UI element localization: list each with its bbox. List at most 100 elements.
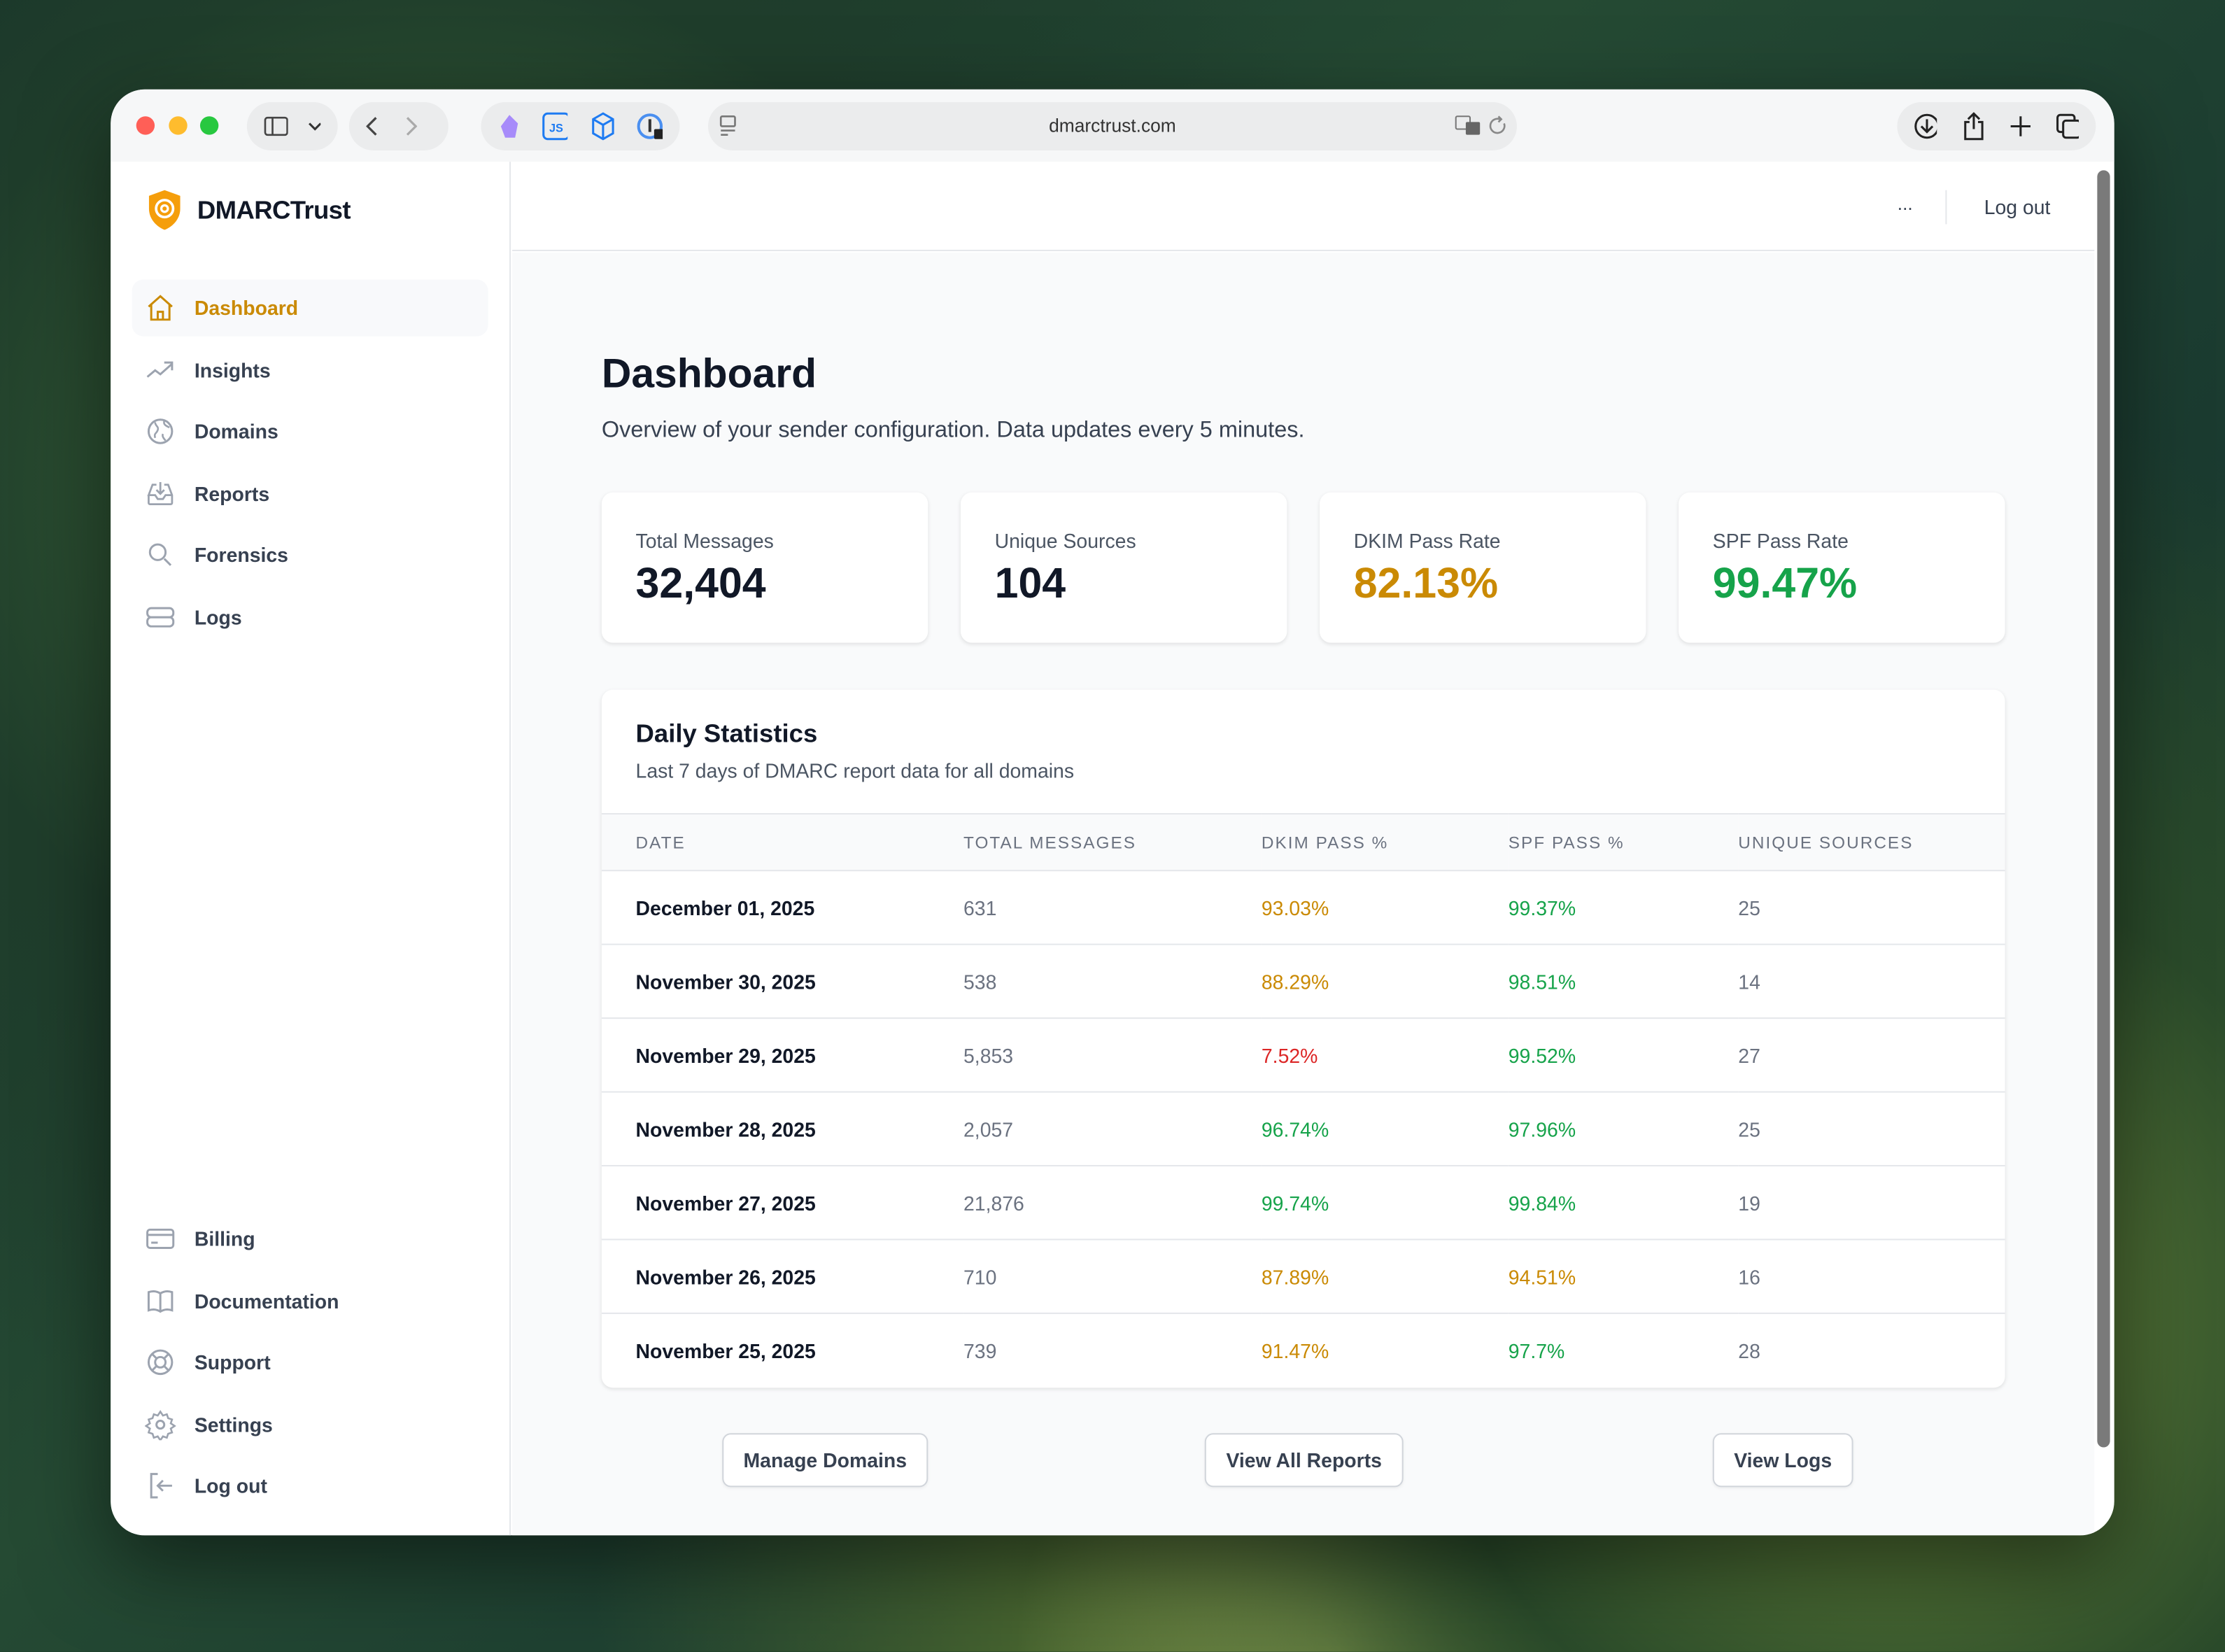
credit-card-icon bbox=[146, 1228, 175, 1249]
tab-overview-icon[interactable] bbox=[2056, 113, 2079, 139]
server-icon bbox=[146, 606, 175, 627]
daily-statistics-card: Daily Statistics Last 7 days of DMARC re… bbox=[601, 689, 2005, 1388]
sidebar-item-reports[interactable]: Reports bbox=[132, 465, 488, 521]
stat-value: 82.13% bbox=[1353, 560, 1499, 607]
gear-icon bbox=[144, 1409, 176, 1440]
column-header: TOTAL MESSAGES bbox=[963, 813, 1262, 872]
sidebar-item-forensics[interactable]: Forensics bbox=[132, 526, 488, 583]
home-icon bbox=[148, 295, 173, 321]
cube-extension-icon[interactable] bbox=[591, 112, 614, 141]
stat-card: Total Messages 32,404 bbox=[601, 492, 928, 643]
logout-icon bbox=[150, 1473, 172, 1499]
spf-pass-cell: 99.84% bbox=[1508, 1166, 1739, 1241]
date-cell: November 28, 2025 bbox=[601, 1092, 964, 1167]
table-row: November 26, 2025 710 87.89% 94.51% 16 bbox=[601, 1239, 2005, 1314]
sidebar-item-settings[interactable]: Settings bbox=[132, 1396, 488, 1453]
sidebar-item-label: Settings bbox=[194, 1412, 273, 1436]
top-header: ... Log out bbox=[512, 162, 2095, 251]
obsidian-extension-icon[interactable] bbox=[498, 113, 519, 139]
page-menu-icon[interactable] bbox=[719, 115, 736, 137]
sidebar-item-billing[interactable]: Billing bbox=[132, 1210, 488, 1267]
stat-label: Unique Sources bbox=[994, 529, 1136, 552]
date-cell: November 27, 2025 bbox=[601, 1166, 964, 1241]
header-logout-button[interactable]: Log out bbox=[1984, 195, 2051, 219]
unique-sources-cell: 14 bbox=[1738, 944, 2005, 1019]
sidebar-item-label: Forensics bbox=[194, 543, 288, 567]
sidebar-item-insights[interactable]: Insights bbox=[132, 341, 488, 398]
table-row: November 25, 2025 739 91.47% 97.7% 28 bbox=[602, 1313, 2005, 1387]
unique-sources-cell: 27 bbox=[1738, 1018, 2005, 1093]
sidebar-item-label: Dashboard bbox=[194, 296, 299, 320]
stat-label: Total Messages bbox=[635, 529, 774, 552]
column-header: UNIQUE SOURCES bbox=[1738, 813, 2005, 872]
stat-value: 99.47% bbox=[1712, 560, 1858, 607]
table-row: November 30, 2025 538 88.29% 98.51% 14 bbox=[601, 944, 2005, 1019]
more-menu-button[interactable]: ... bbox=[1897, 192, 1913, 215]
dkim-pass-cell: 93.03% bbox=[1261, 870, 1509, 945]
spf-pass-cell: 99.52% bbox=[1508, 1018, 1739, 1093]
stat-card: DKIM Pass Rate 82.13% bbox=[1320, 492, 1646, 643]
book-icon bbox=[147, 1289, 174, 1313]
browser-toolbar: JS dmarctrust.com bbox=[111, 89, 2114, 162]
column-header: SPF PASS % bbox=[1508, 813, 1739, 872]
password-extension-icon[interactable] bbox=[636, 112, 663, 141]
minimize-window-button[interactable] bbox=[169, 116, 188, 135]
stat-label: SPF Pass Rate bbox=[1712, 529, 1849, 552]
daily-statistics-title: Daily Statistics bbox=[635, 719, 818, 748]
view-all-reports-button[interactable]: View All Reports bbox=[1204, 1433, 1404, 1488]
date-cell: November 25, 2025 bbox=[635, 1339, 816, 1362]
sidebar-item-documentation[interactable]: Documentation bbox=[132, 1272, 488, 1329]
javascript-extension-icon[interactable]: JS bbox=[542, 112, 568, 141]
stat-value: 32,404 bbox=[635, 560, 766, 607]
total-messages-cell: 21,876 bbox=[963, 1166, 1262, 1241]
chevron-down-icon bbox=[309, 122, 321, 131]
close-window-button[interactable] bbox=[136, 116, 155, 135]
manage-domains-button[interactable]: Manage Domains bbox=[722, 1433, 928, 1488]
address-bar[interactable]: dmarctrust.com bbox=[707, 102, 1517, 150]
forward-icon[interactable] bbox=[406, 116, 418, 136]
spf-pass-cell: 97.96% bbox=[1508, 1092, 1739, 1167]
sidebar-item-support[interactable]: Support bbox=[132, 1334, 488, 1390]
total-messages-cell: 710 bbox=[963, 1239, 1262, 1314]
sidebar-item-label: Reports bbox=[194, 481, 270, 504]
search-icon bbox=[148, 543, 172, 566]
maximize-window-button[interactable] bbox=[199, 116, 219, 135]
stat-card: SPF Pass Rate 99.47% bbox=[1679, 492, 2005, 643]
sidebar-item-dashboard[interactable]: Dashboard bbox=[132, 279, 488, 337]
column-header: DATE bbox=[601, 813, 964, 872]
browser-window: JS dmarctrust.com DMARCTrust Dashboard I… bbox=[111, 89, 2114, 1536]
reload-icon[interactable] bbox=[1488, 115, 1508, 137]
total-messages-cell: 2,057 bbox=[963, 1092, 1262, 1167]
sidebar-item-label: Insights bbox=[194, 358, 271, 381]
date-cell: November 29, 2025 bbox=[601, 1018, 964, 1093]
scrollbar[interactable] bbox=[2097, 170, 2110, 1448]
unique-sources-cell: 25 bbox=[1738, 870, 2005, 945]
total-messages-cell: 5,853 bbox=[963, 1018, 1262, 1093]
translate-icon[interactable] bbox=[1455, 115, 1483, 137]
sidebar-toggle-button[interactable] bbox=[246, 102, 338, 150]
stat-card: Unique Sources 104 bbox=[960, 492, 1287, 643]
date-cell: November 26, 2025 bbox=[601, 1239, 964, 1314]
dkim-pass-cell: 96.74% bbox=[1261, 1092, 1509, 1167]
brand-logo[interactable]: DMARCTrust bbox=[146, 189, 351, 232]
back-icon[interactable] bbox=[366, 116, 377, 136]
download-icon[interactable] bbox=[1914, 113, 1938, 139]
sidebar-item-label: Domains bbox=[194, 420, 278, 443]
daily-statistics-table: DATE TOTAL MESSAGES DKIM PASS % SPF PASS % U… bbox=[601, 813, 2005, 1387]
new-tab-icon[interactable] bbox=[2009, 115, 2030, 137]
unique-sources-cell: 19 bbox=[1738, 1166, 2005, 1241]
date-cell: December 01, 2025 bbox=[601, 870, 964, 945]
dkim-pass-cell: 91.47% bbox=[1261, 1339, 1329, 1362]
share-icon[interactable] bbox=[1963, 112, 1984, 141]
view-logs-button[interactable]: View Logs bbox=[1712, 1433, 1853, 1488]
sidebar-item-domains[interactable]: Domains bbox=[132, 403, 488, 460]
stat-value: 104 bbox=[994, 560, 1066, 607]
total-messages-cell: 631 bbox=[963, 870, 1262, 945]
spf-pass-cell: 99.37% bbox=[1508, 870, 1739, 945]
page-title: Dashboard bbox=[601, 351, 817, 397]
table-row: November 28, 2025 2,057 96.74% 97.96% 25 bbox=[601, 1092, 2005, 1167]
trending-up-icon bbox=[146, 360, 174, 377]
sidebar-item-log-out[interactable]: Log out bbox=[132, 1457, 488, 1514]
sidebar-item-logs[interactable]: Logs bbox=[132, 588, 488, 645]
